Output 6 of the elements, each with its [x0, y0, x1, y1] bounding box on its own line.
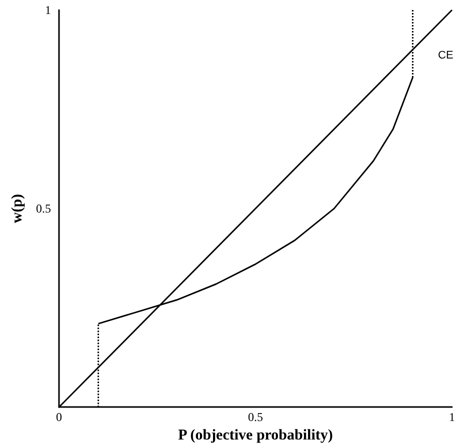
annotation: CE	[438, 50, 454, 62]
x-tick-label: 0	[56, 410, 62, 424]
y-axis-title: w(p)	[10, 194, 26, 224]
x-tick-label: 1	[449, 410, 455, 424]
x-tick-label: 0.5	[248, 410, 263, 424]
x-axis-title: P (objective probability)	[178, 428, 333, 444]
